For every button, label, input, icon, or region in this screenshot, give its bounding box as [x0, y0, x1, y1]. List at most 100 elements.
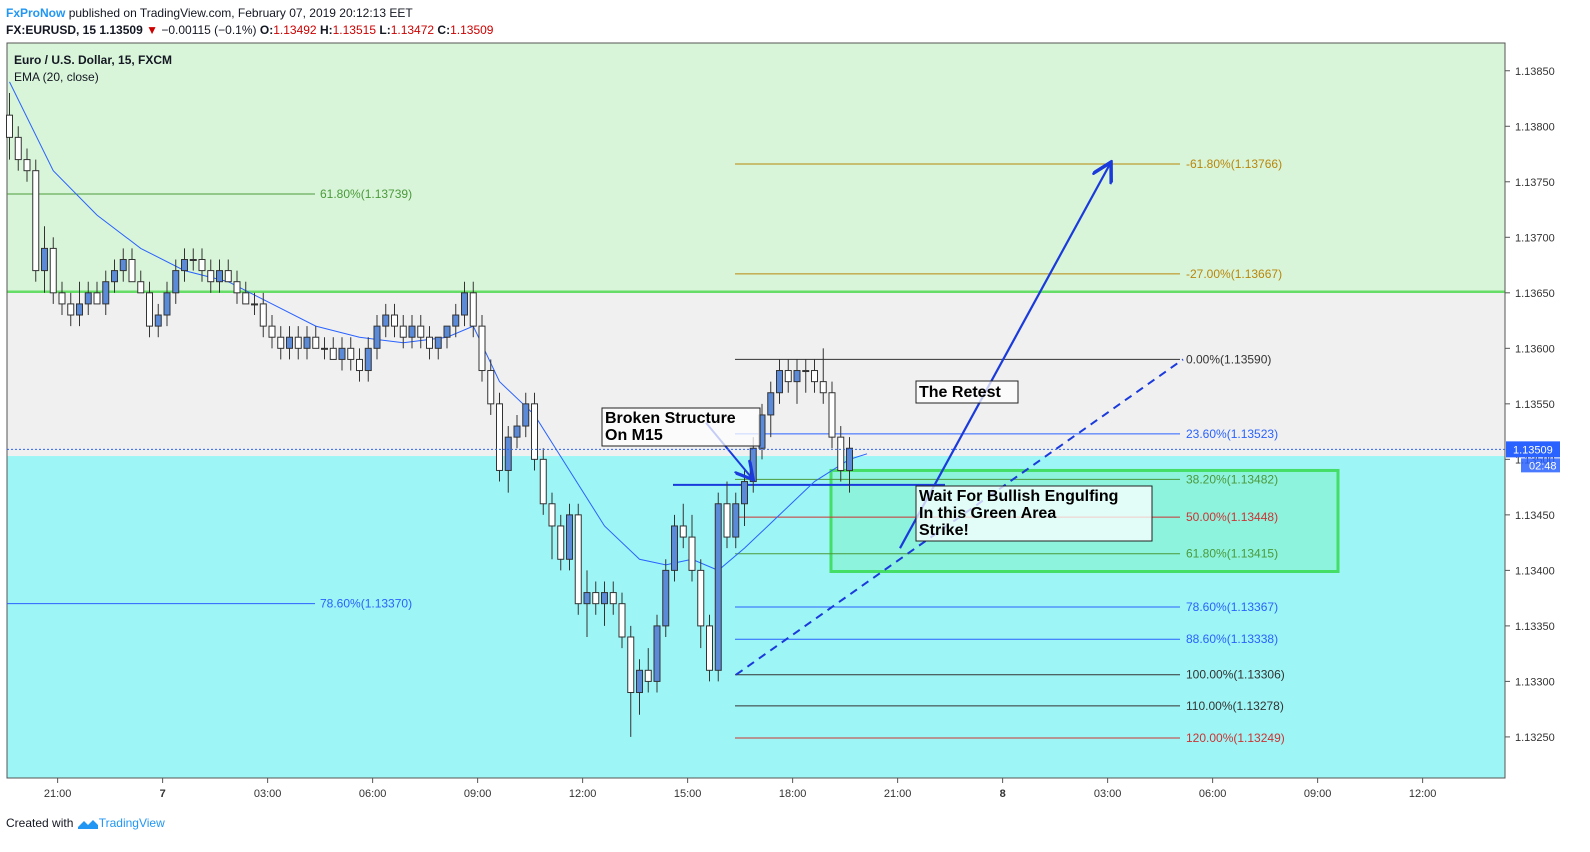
- x-tick-label: 06:00: [1199, 788, 1227, 800]
- candle-body: [172, 270, 180, 294]
- candle-body: [618, 603, 626, 638]
- candle-body: [811, 370, 818, 383]
- fib-left-label: 61.80%(1.13739): [320, 187, 412, 201]
- candle-body: [706, 625, 713, 671]
- candle-body: [644, 669, 652, 682]
- y-tick-label: 1.13250: [1515, 732, 1555, 744]
- x-tick-label: 09:00: [464, 788, 492, 800]
- y-tick-label: 1.13700: [1515, 232, 1555, 244]
- candle-body: [137, 281, 145, 294]
- x-tick-label: 21:00: [44, 788, 72, 800]
- y-tick-label: 1.13350: [1515, 621, 1555, 633]
- x-tick-label: 12:00: [1409, 788, 1437, 800]
- fib-right-label: -61.80%(1.13766): [1186, 157, 1282, 171]
- candle-body: [207, 270, 215, 283]
- candle-body: [574, 514, 582, 605]
- x-tick-label: 18:00: [779, 788, 807, 800]
- broken-structure-label: On M15: [605, 427, 663, 444]
- author-link[interactable]: FxProNow: [6, 6, 66, 20]
- target-arrow: [899, 164, 1110, 549]
- candle-body: [714, 503, 722, 671]
- candle-body: [84, 292, 92, 305]
- fib-right-label: 88.60%(1.13338): [1186, 632, 1278, 646]
- candle-body: [286, 336, 293, 349]
- candle-body: [837, 436, 845, 471]
- candle-body: [531, 403, 538, 460]
- candle-body: [601, 592, 608, 605]
- x-tick-label: 03:00: [254, 788, 282, 800]
- candle-body: [373, 325, 381, 349]
- footer: Created with TradingView: [6, 816, 165, 831]
- candle-body: [653, 625, 661, 682]
- fib-right-label: 78.60%(1.13367): [1186, 600, 1278, 614]
- y-tick-label: 1.13400: [1515, 565, 1555, 577]
- candle-body: [732, 503, 740, 538]
- x-tick-label: 15:00: [674, 788, 702, 800]
- candle-body: [312, 336, 320, 349]
- candle-body: [417, 325, 425, 338]
- open-label: O:: [259, 23, 274, 37]
- y-tick-label: 1.13300: [1515, 676, 1555, 688]
- candle-body: [513, 425, 521, 438]
- candle-body: [23, 159, 31, 172]
- broken-structure-label-box: [601, 407, 761, 447]
- candle-body: [408, 325, 416, 338]
- candle-body: [592, 592, 600, 605]
- candle-body: [399, 325, 407, 338]
- candle-body: [697, 569, 705, 627]
- candle-body: [426, 336, 433, 349]
- candle-body: [364, 347, 372, 372]
- fib-right-label: 0.00%(1.13590): [1186, 352, 1271, 366]
- x-tick-label: 21:00: [884, 788, 912, 800]
- candle-body: [723, 503, 731, 538]
- candle-body: [58, 292, 66, 305]
- candle-body: [14, 136, 22, 161]
- candle-body: [496, 403, 503, 471]
- candle-body: [189, 259, 197, 262]
- y-tick-label: 1.13600: [1515, 343, 1555, 355]
- engulfing-label: Wait For Bullish Engulfing: [919, 488, 1118, 505]
- x-tick-label: 03:00: [1094, 788, 1122, 800]
- candle-body: [67, 303, 75, 316]
- tradingview-link[interactable]: TradingView: [98, 816, 165, 830]
- candle-body: [128, 259, 136, 283]
- candle-body: [198, 259, 206, 272]
- engulfing-label: Strike!: [919, 522, 969, 539]
- fib-right-label: 110.00%(1.13278): [1186, 699, 1284, 713]
- candle-body: [557, 525, 565, 560]
- candle-body: [277, 336, 285, 349]
- candle-body: [382, 314, 390, 327]
- candle-body: [259, 303, 267, 327]
- retest-label: The Retest: [919, 384, 1001, 401]
- candle-body: [347, 347, 355, 360]
- candle-body: [76, 303, 83, 316]
- ohlc-line: FX:EURUSD, 15 1.13509 ▼ −0.00115 (−0.1%)…: [6, 23, 493, 37]
- candle-body: [784, 370, 792, 383]
- candle-body: [41, 247, 48, 272]
- y-tick-label: 1.13850: [1515, 66, 1555, 78]
- candle-body: [767, 392, 775, 416]
- open-value: 1.13492: [273, 23, 317, 37]
- candle-body: [242, 292, 250, 305]
- last-price: 1.13509: [99, 23, 143, 37]
- candle-body: [469, 292, 477, 327]
- retest-label-box: [915, 380, 1019, 404]
- countdown-tag: [1521, 458, 1560, 473]
- x-tick-label: 09:00: [1304, 788, 1332, 800]
- candle-body: [662, 569, 670, 627]
- candle-body: [329, 347, 337, 360]
- candle-body: [828, 392, 836, 438]
- candle-body: [609, 592, 617, 605]
- high-label: H:: [319, 23, 333, 37]
- y-tick-label: 1.13450: [1515, 510, 1555, 522]
- close-label: C:: [437, 23, 451, 37]
- candle-body: [461, 292, 468, 316]
- candle-body: [338, 347, 346, 360]
- candle-body: [776, 370, 783, 394]
- candle-body: [478, 325, 486, 372]
- candle-body: [504, 436, 512, 471]
- upper-green-zone: [7, 43, 1505, 292]
- fib-right-label: 120.00%(1.13249): [1186, 731, 1285, 745]
- candle-body: [583, 592, 591, 605]
